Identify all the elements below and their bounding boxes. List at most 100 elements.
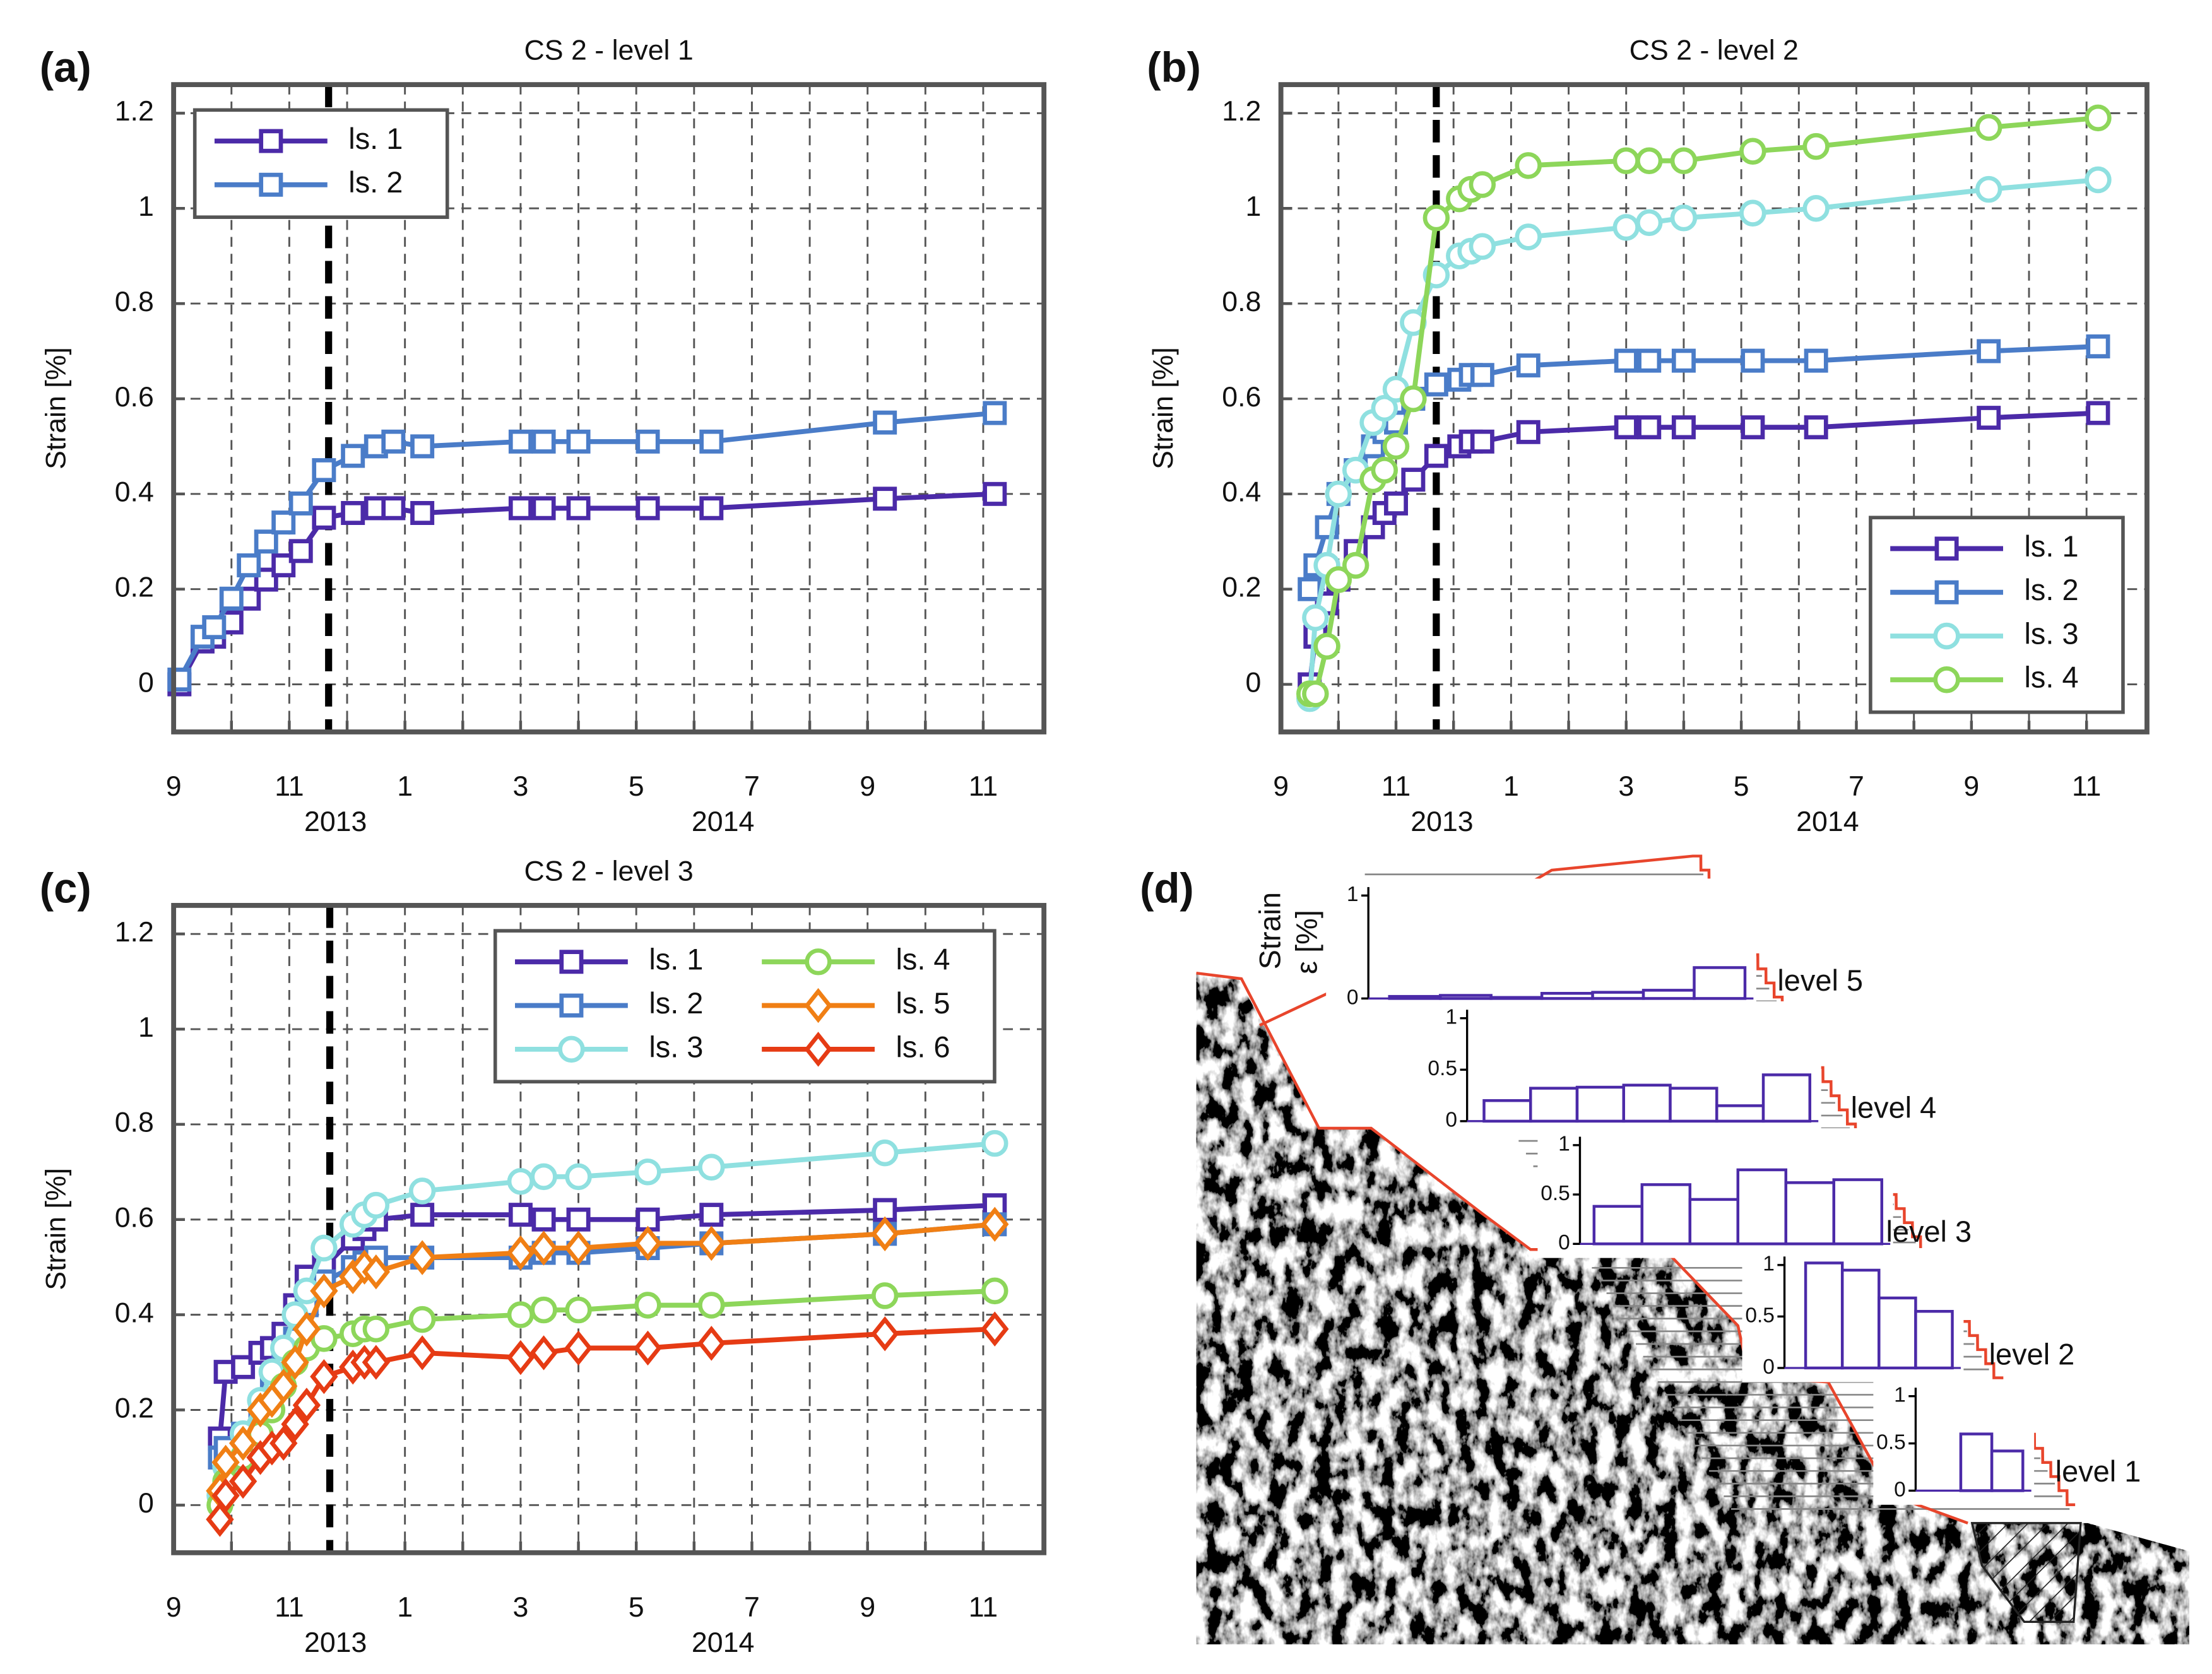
bar	[1693, 966, 1747, 1000]
marker	[281, 1406, 309, 1442]
bar	[1959, 1432, 1994, 1492]
marker	[292, 1388, 321, 1423]
mini-y-label: Strain	[1254, 892, 1287, 970]
series-line	[217, 1222, 995, 1492]
mini-y-tick-label: 0.5	[1745, 1304, 1775, 1327]
panel-label: (d)	[1140, 864, 1194, 912]
marker	[408, 1177, 436, 1205]
marker	[1371, 456, 1399, 484]
marker	[531, 496, 556, 521]
mini-y-tick-label: 0	[1558, 1231, 1570, 1254]
marker	[1741, 415, 1765, 440]
y-tick-label: 0.2	[1222, 572, 1261, 603]
marker	[529, 1230, 558, 1266]
marker	[507, 1301, 535, 1328]
year-label: 2013	[304, 806, 367, 837]
marker	[559, 993, 584, 1018]
marker	[698, 1292, 725, 1319]
marker	[310, 1273, 338, 1309]
bar	[1388, 994, 1442, 1000]
legend-label: ls. 4	[2025, 661, 2079, 694]
y-tick-label: 0.6	[1222, 382, 1261, 413]
marker	[362, 1254, 391, 1290]
marker	[805, 948, 832, 976]
legend-label: ls. 2	[649, 987, 703, 1020]
level-label: level 4	[1851, 1091, 1937, 1124]
axes-frame	[171, 82, 1047, 734]
marker	[981, 1311, 1009, 1347]
mini-y-tick-label: 1	[1445, 1006, 1457, 1029]
marker	[871, 1282, 899, 1309]
series-line	[217, 1141, 995, 1497]
level-label: level 1	[2055, 1455, 2141, 1488]
marker	[1977, 406, 2001, 430]
y-axis-label: Strain [%]	[41, 1168, 72, 1290]
marker	[1802, 133, 1830, 160]
y-axis-label: Strain [%]	[1148, 347, 1179, 469]
y-tick-label: 1.2	[115, 96, 154, 127]
marker	[1635, 209, 1663, 237]
marker	[566, 429, 591, 454]
marker	[228, 1425, 257, 1461]
mini-y-tick-label: 1	[1558, 1133, 1570, 1156]
bar	[1669, 1087, 1718, 1123]
marker	[981, 1129, 1008, 1157]
y-tick-label: 0.2	[115, 1393, 154, 1423]
marker	[506, 1340, 535, 1376]
x-tick-label: 1	[397, 771, 413, 802]
marker	[1614, 415, 1638, 440]
marker	[202, 615, 227, 640]
bar	[1540, 992, 1594, 1000]
level-label: level 5	[1777, 964, 1863, 997]
marker	[1933, 622, 1960, 650]
marker	[288, 539, 313, 563]
marker	[1804, 415, 1828, 440]
axes-frame	[171, 902, 1047, 1555]
x-tick-label: 11	[1381, 771, 1411, 802]
mini-y-tick-label: 0	[1763, 1355, 1775, 1379]
marker	[408, 1306, 436, 1333]
year-label: 2013	[304, 1627, 367, 1658]
marker	[531, 1207, 556, 1232]
marker	[219, 586, 244, 611]
y-tick-label: 1.2	[115, 917, 154, 948]
x-tick-label: 5	[629, 1592, 644, 1623]
y-tick-label: 0	[138, 1488, 154, 1519]
marker	[634, 1225, 662, 1261]
mini-y-tick-label: 1	[1347, 883, 1359, 906]
marker	[1422, 204, 1450, 232]
marker	[1400, 385, 1427, 413]
marker	[271, 510, 296, 535]
bar	[1784, 1181, 1836, 1246]
marker	[259, 129, 283, 153]
marker	[410, 1203, 435, 1227]
marker	[531, 429, 556, 454]
marker	[1977, 339, 2001, 363]
legend-label: ls. 1	[649, 943, 703, 976]
marker	[566, 1207, 591, 1232]
marker	[1384, 491, 1409, 516]
bar	[1640, 1183, 1692, 1246]
legend-label: ls. 3	[649, 1030, 703, 1063]
y-tick-label: 1.2	[1222, 96, 1261, 127]
marker	[1325, 480, 1352, 508]
x-tick-label: 1	[397, 1592, 413, 1623]
mini-y-tick-label: 1	[1763, 1253, 1775, 1276]
marker	[698, 1153, 725, 1181]
marker	[288, 491, 313, 516]
marker	[699, 496, 724, 521]
marker	[1933, 666, 1960, 693]
marker	[983, 401, 1007, 425]
marker	[1401, 468, 1426, 492]
marker	[699, 429, 724, 454]
marker	[1802, 194, 1830, 222]
marker	[983, 481, 1007, 506]
marker	[1469, 233, 1496, 260]
marker	[1934, 536, 1959, 561]
y-tick-label: 0.6	[115, 1203, 154, 1234]
marker	[1302, 680, 1329, 707]
marker	[981, 1277, 1008, 1305]
legend-label: ls. 1	[2025, 530, 2079, 563]
marker	[1612, 214, 1640, 241]
